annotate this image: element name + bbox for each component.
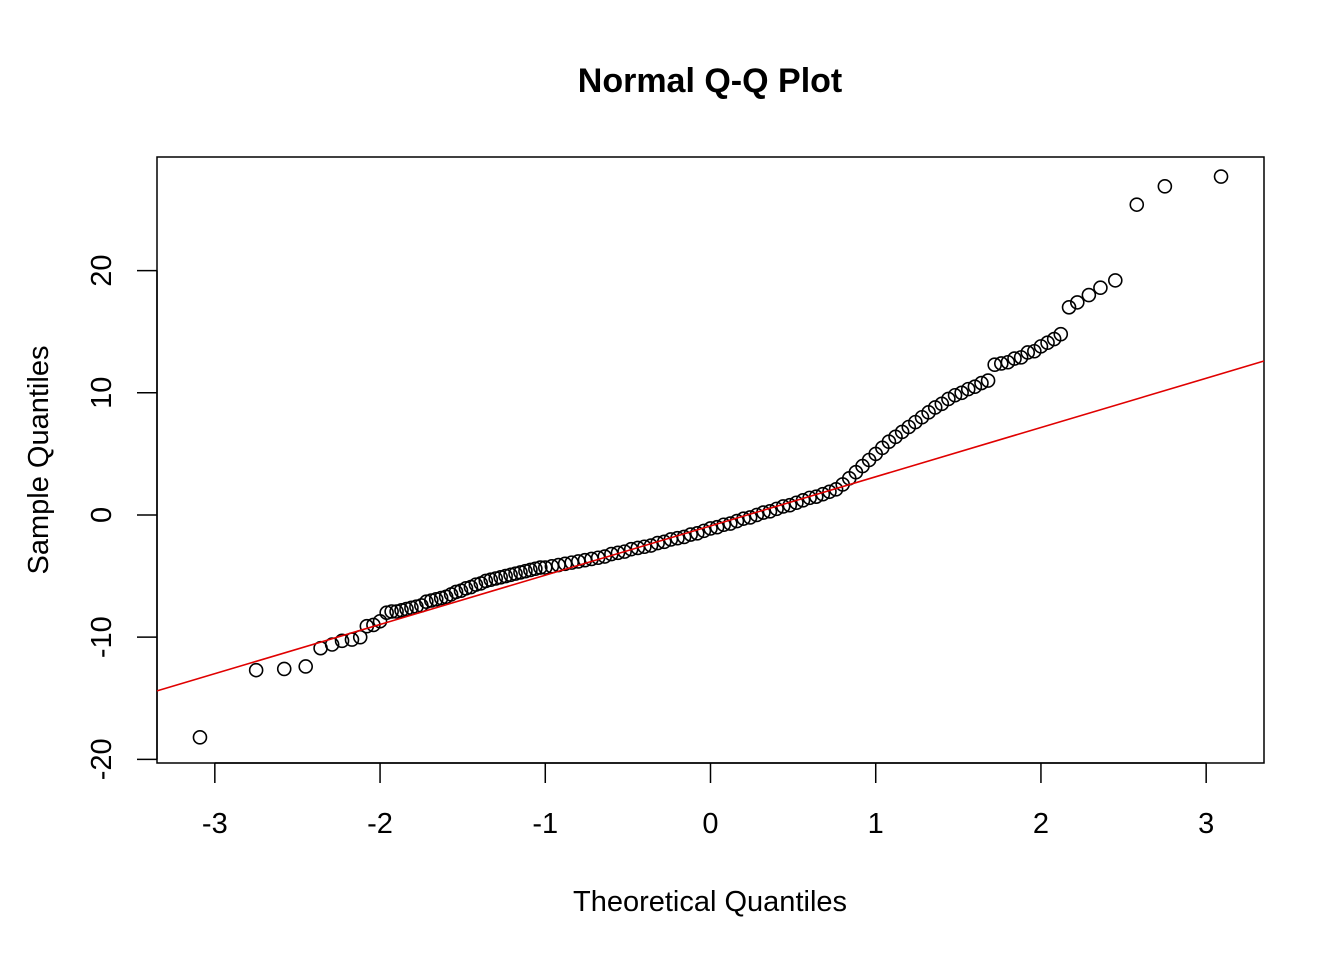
chart-title: Normal Q-Q Plot: [578, 62, 842, 100]
sample-point: [960, 381, 976, 397]
x-tick-label: -1: [532, 808, 558, 840]
sample-point: [1081, 287, 1097, 303]
sample-point: [749, 507, 765, 523]
sample-point: [192, 730, 208, 745]
sample-point: [993, 356, 1009, 371]
sample-point: [742, 510, 758, 525]
sample-point: [1053, 326, 1069, 342]
sample-point: [1129, 197, 1145, 212]
x-tick-label: 1: [868, 808, 884, 840]
y-tick-label: 10: [86, 377, 118, 409]
sample-point: [974, 375, 989, 391]
sample-point: [762, 504, 778, 519]
y-axis-label: Sample Quantiles: [23, 346, 55, 575]
sample-point: [334, 633, 350, 649]
sample-point: [696, 523, 712, 539]
sample-point: [617, 544, 632, 559]
sample-point: [1020, 345, 1036, 360]
sample-point: [1061, 299, 1077, 315]
plot-frame: [156, 156, 1265, 764]
sample-point: [1107, 273, 1123, 288]
sample-point: [1069, 295, 1085, 310]
sample-point: [298, 659, 314, 674]
sample-points: [192, 169, 1229, 745]
sample-point: [723, 516, 738, 531]
sample-point: [1007, 351, 1022, 366]
y-tick-label: -10: [86, 616, 118, 658]
y-tick-label: -20: [86, 738, 118, 780]
x-tick-label: 3: [1198, 808, 1214, 840]
x-tick-label: 2: [1033, 808, 1049, 840]
reference-line: [156, 360, 1265, 692]
x-tick-label: -3: [202, 808, 228, 840]
sample-point: [1213, 169, 1229, 184]
sample-point: [1093, 280, 1108, 296]
x-axis-label: Theoretical Quantiles: [573, 886, 847, 918]
sample-point: [610, 545, 626, 561]
sample-point: [729, 513, 745, 529]
x-tick-label: -2: [367, 808, 393, 840]
sample-point: [344, 632, 360, 647]
sample-point: [533, 560, 548, 575]
sample-point: [709, 519, 725, 535]
sample-point: [980, 373, 996, 388]
sample-point: [637, 539, 652, 555]
sample-point: [676, 529, 692, 545]
sample-point: [276, 661, 292, 677]
x-tick-label: 0: [702, 808, 718, 840]
sample-point: [947, 387, 963, 403]
sample-point: [248, 662, 264, 678]
x-axis: -3 -2 -1 0 1 2 3: [202, 762, 1214, 840]
sample-point: [384, 604, 399, 619]
y-tick-label: 20: [86, 254, 118, 286]
sample-point: [1157, 179, 1173, 194]
y-axis: -20 -10 0 10 20: [86, 254, 158, 780]
sample-point: [689, 526, 705, 541]
sample-point: [782, 497, 798, 513]
sample-point: [597, 549, 613, 564]
y-tick-label: 0: [86, 507, 118, 523]
